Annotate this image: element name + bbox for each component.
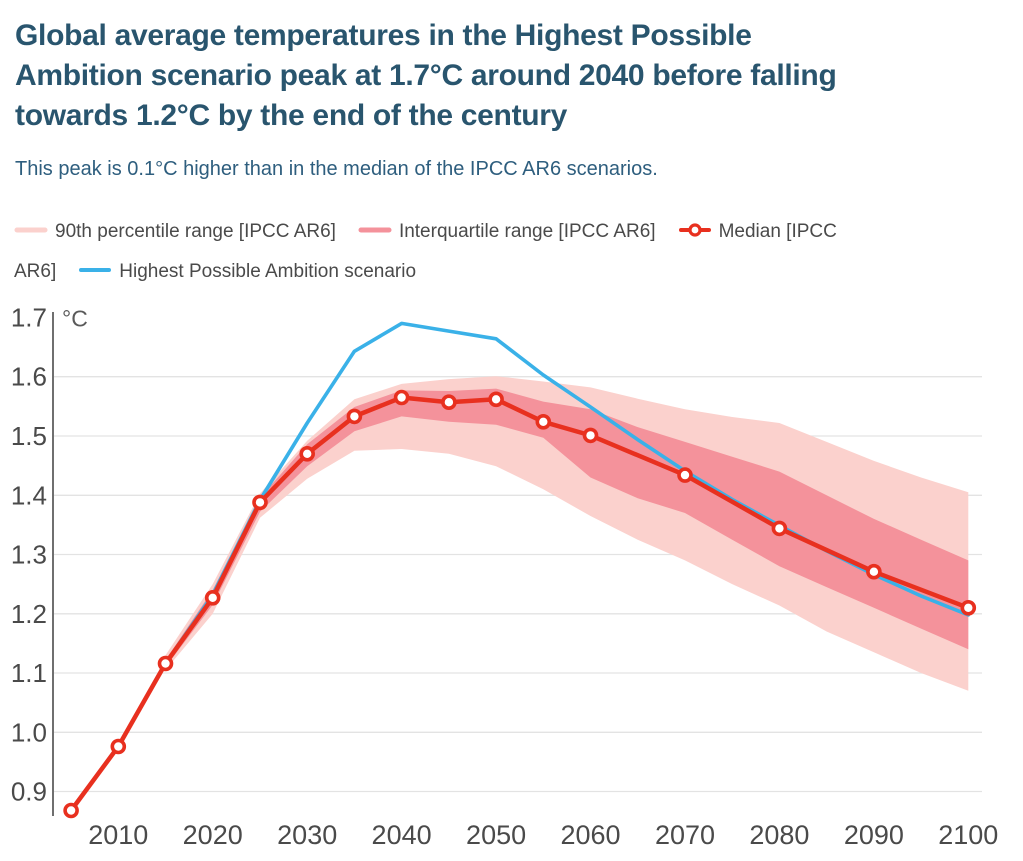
legend-label-90th-percentile: 90th percentile range [IPCC AR6] [55,221,336,242]
median-point-2005 [63,802,79,819]
legend-label-interquartile: Interquartile range [IPCC AR6] [398,221,656,242]
hpa-scenario-swatch-icon [79,268,112,273]
median-point-2020 [204,589,221,606]
legend-item-hpa-scenario: Highest Possible Ambition scenario [78,261,416,282]
median-point-2015 [157,655,174,672]
median-point-2080 [771,520,788,537]
median-point-2055 [535,414,552,430]
median-point-2050 [488,391,504,408]
interquartile-swatch-icon [358,227,392,233]
x-tick-label-2090: 2090 [844,820,904,850]
chart-plot-area: 1.7 1.6 1.5 1.4 1.3 1.2 1.1 1.0 0.9 °C 2010 2020 203… [11,303,998,851]
x-tick-label-2050: 2050 [466,820,526,850]
y-tick-label-1.6: 1.6 [11,362,47,392]
legend-item-interquartile: Interquartile range [IPCC AR6] [358,221,656,242]
chart-subtitle: This peak is 0.1°C higher than in the me… [15,158,658,180]
x-tick-label-2030: 2030 [277,820,337,850]
median-point-2060 [582,427,599,444]
legend-label-median: Median [IPCC AR6] [14,221,837,282]
x-tick-label-2020: 2020 [183,820,243,850]
chart-legend: 90th percentile range [IPCC AR6] Interqua… [14,212,894,292]
band-90th-percentile [165,376,969,691]
median-line [68,395,971,813]
median-swatch-icon [678,223,711,238]
median-point-2030 [299,446,316,462]
title-line-1: Global average temperatures in the Highe… [15,19,752,52]
x-tick-label-2070: 2070 [655,820,715,850]
median-point-2045 [441,394,457,410]
x-tick-label-2010: 2010 [88,820,148,850]
title-line-2: Ambition scenario peak at 1.7°C around 2… [15,59,837,92]
y-tick-label-1.0: 1.0 [11,717,47,747]
median-point-2070 [677,467,693,483]
y-tick-label-1.1: 1.1 [11,658,47,688]
legend-label-hpa-scenario: Highest Possible Ambition scenario [119,261,417,282]
x-tick-label-2100: 2100 [938,820,998,850]
y-axis-unit-label: °C [62,306,88,332]
legend-item-90th-percentile: 90th percentile range [IPCC AR6] [14,221,336,242]
y-tick-label-1.3: 1.3 [11,540,47,570]
band-interquartile [165,388,969,668]
y-tick-label-0.9: 0.9 [11,777,47,807]
y-tick-label-1.2: 1.2 [11,599,47,629]
median-point-2010 [110,738,127,755]
y-tick-label-1.5: 1.5 [11,421,47,451]
y-tick-label-1.4: 1.4 [11,480,47,510]
page-title: Global average temperatures in the Highe… [15,16,1005,136]
median-point-2040 [393,389,410,406]
median-point-2100 [960,599,977,616]
title-line-3: towards 1.2°C by the end of the century [15,99,568,132]
x-tick-label-2040: 2040 [372,820,432,850]
x-tick-label-2060: 2060 [560,820,620,850]
x-tick-label-2080: 2080 [749,820,809,850]
median-point-2090 [866,563,882,580]
y-tick-label-1.7: 1.7 [11,303,47,333]
legend-item-median: Median [IPCC AR6] [14,221,837,282]
median-point-2025 [252,494,268,511]
median-point-2035 [346,408,363,425]
90th-percentile-swatch-icon [14,227,48,233]
